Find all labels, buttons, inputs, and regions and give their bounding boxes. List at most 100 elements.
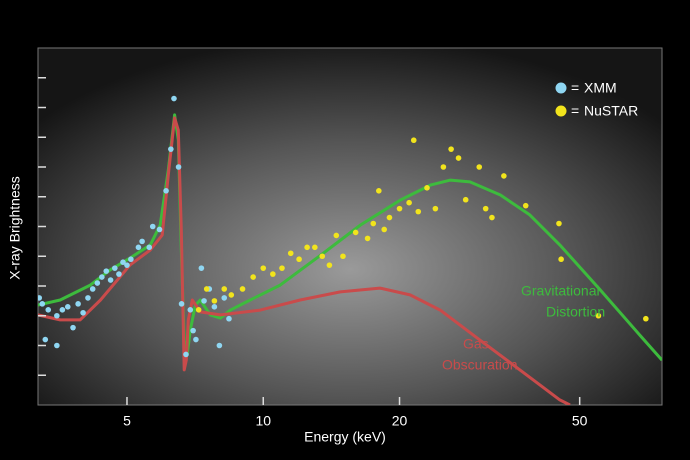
data-point — [149, 223, 156, 230]
data-point — [228, 292, 235, 298]
data-point — [287, 250, 294, 257]
data-point — [326, 262, 333, 268]
data-point — [406, 199, 412, 206]
data-point — [424, 185, 430, 191]
data-point — [146, 244, 153, 251]
data-point — [558, 256, 564, 263]
data-point — [75, 301, 81, 307]
data-point — [193, 336, 199, 343]
data-point — [410, 137, 417, 144]
data-point — [319, 253, 326, 260]
data-point — [370, 220, 377, 227]
data-point — [45, 307, 52, 313]
data-point — [381, 226, 388, 233]
data-point — [89, 286, 96, 292]
data-point — [195, 307, 202, 313]
data-point — [482, 205, 489, 212]
data-point — [522, 202, 529, 209]
data-point — [376, 188, 382, 194]
plot-area — [37, 47, 663, 406]
data-point — [178, 301, 185, 307]
y-axis-label: X-ray Brightness — [7, 176, 23, 279]
data-point — [171, 95, 177, 102]
data-point — [396, 205, 403, 212]
legend-prefix: = — [571, 80, 579, 96]
data-point — [124, 262, 130, 268]
data-point — [120, 259, 126, 266]
data-point — [211, 298, 218, 304]
curve — [38, 116, 571, 405]
x-axis-label: Energy (keV) — [304, 429, 386, 445]
data-point — [94, 280, 101, 286]
data-point — [54, 312, 60, 319]
data-point — [462, 196, 469, 203]
data-point — [54, 342, 60, 349]
data-point — [333, 232, 340, 239]
data-point — [501, 173, 507, 179]
data-point — [85, 295, 91, 301]
data-point — [183, 351, 189, 358]
data-point — [260, 265, 267, 271]
curve-label: Distortion — [546, 304, 605, 320]
legend-marker — [555, 82, 567, 94]
data-point — [476, 164, 483, 170]
data-point — [296, 256, 302, 263]
plot — [38, 95, 662, 405]
data-point — [432, 205, 439, 212]
data-point — [489, 214, 495, 221]
data-point — [386, 214, 393, 221]
data-point — [643, 315, 649, 322]
curve-label: Gravitational — [521, 283, 600, 299]
data-point — [250, 274, 256, 280]
data-point — [163, 188, 169, 194]
data-point — [80, 309, 86, 316]
legend-prefix: = — [571, 103, 579, 119]
data-point — [312, 244, 318, 251]
curve-label: Gas — [463, 336, 489, 352]
legend-label: XMM — [584, 80, 617, 96]
data-point — [135, 244, 142, 251]
data-point — [415, 208, 422, 215]
data-point — [59, 307, 66, 313]
data-point — [38, 295, 43, 301]
data-point — [440, 164, 447, 170]
data-point — [270, 271, 276, 277]
data-point — [352, 229, 359, 236]
data-point — [304, 244, 310, 251]
data-point — [279, 265, 285, 271]
legend-label: NuSTAR — [584, 103, 638, 119]
data-point — [448, 146, 454, 152]
legend-marker — [555, 105, 567, 117]
data-point — [190, 327, 196, 334]
data-point — [107, 277, 114, 283]
data-point — [168, 146, 174, 152]
data-point — [595, 312, 602, 319]
data-point — [226, 315, 232, 322]
data-point — [103, 268, 110, 274]
data-point — [455, 155, 462, 161]
data-point — [211, 304, 218, 310]
data-point — [64, 304, 71, 310]
data-point — [116, 271, 122, 277]
x-tick-label: 50 — [572, 413, 588, 429]
data-point — [198, 265, 205, 271]
data-point — [216, 342, 223, 349]
data-point — [42, 336, 49, 343]
data-point — [201, 298, 207, 304]
x-tick-label: 20 — [392, 413, 408, 429]
data-point — [203, 286, 210, 292]
data-point — [187, 307, 194, 313]
data-point — [175, 164, 182, 170]
data-point — [556, 220, 562, 227]
data-point — [99, 274, 105, 280]
data-point — [128, 256, 134, 263]
data-point — [340, 253, 346, 260]
data-point — [221, 295, 228, 301]
x-tick-label: 5 — [123, 413, 131, 429]
data-point — [156, 226, 163, 233]
data-point — [239, 286, 246, 292]
data-point — [39, 301, 46, 307]
data-point — [139, 238, 145, 245]
data-point — [112, 265, 118, 271]
